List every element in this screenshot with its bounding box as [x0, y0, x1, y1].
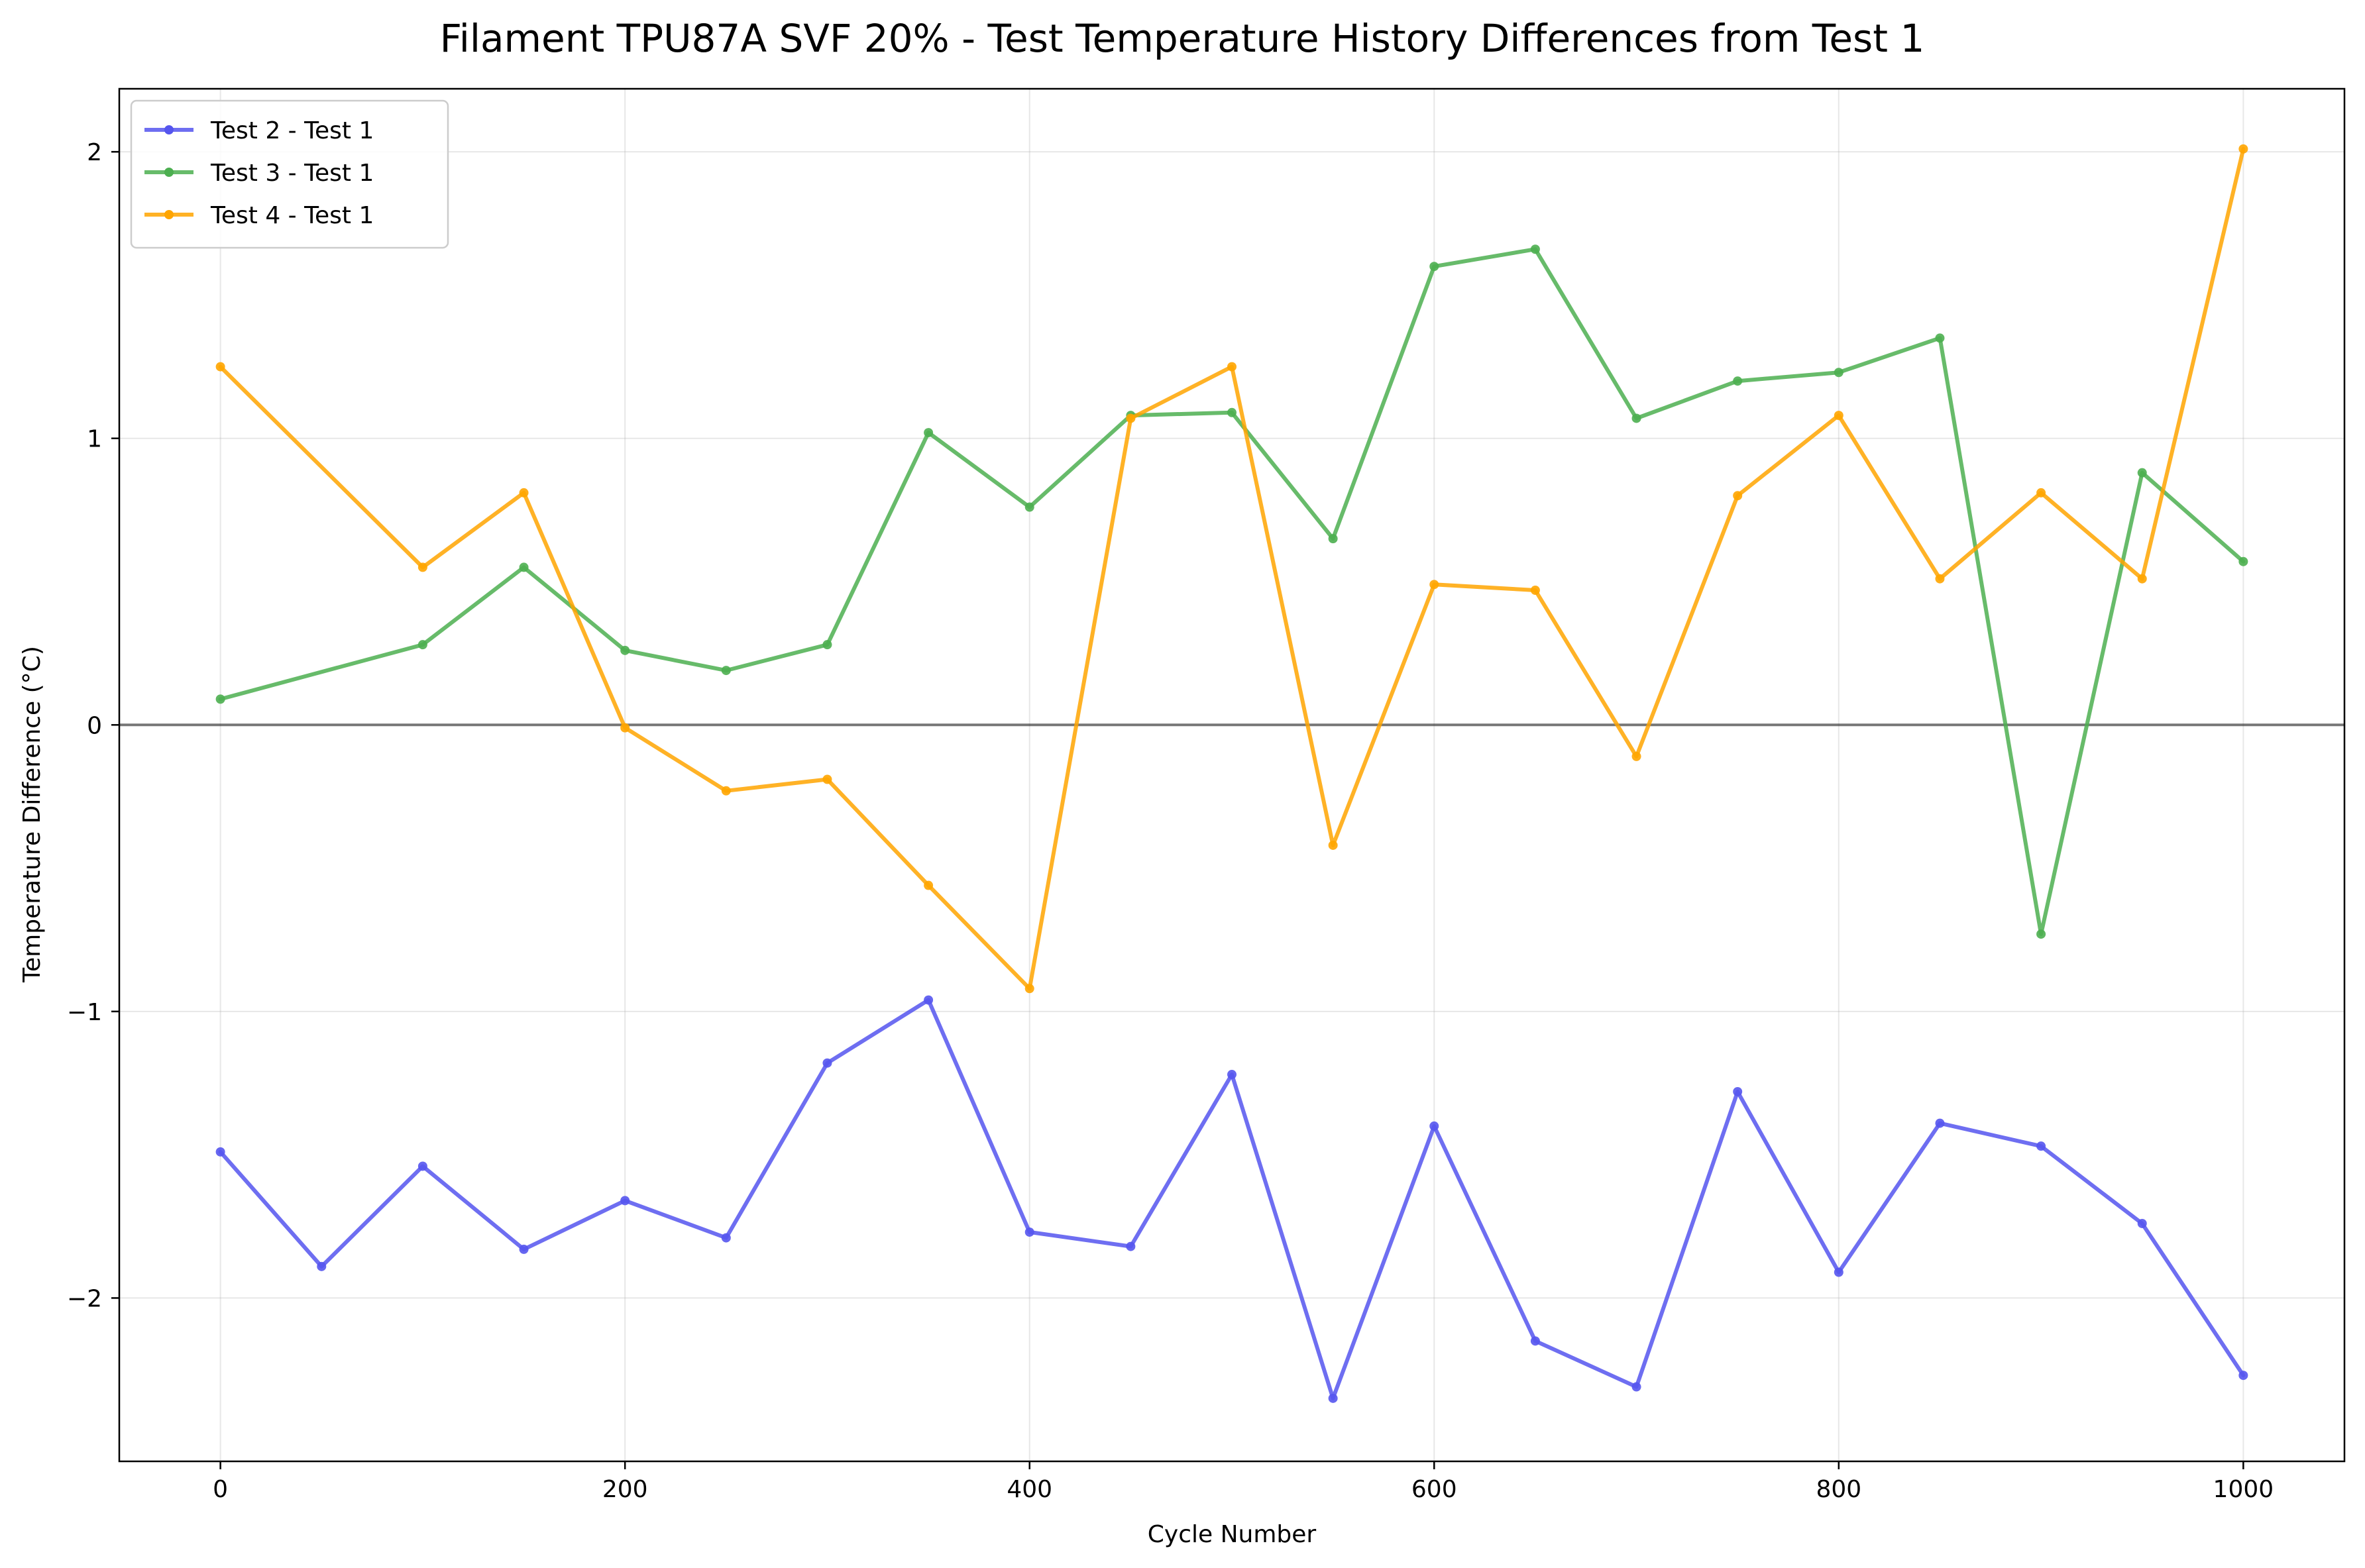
data-point — [1530, 1336, 1540, 1346]
data-point — [2137, 1218, 2147, 1228]
data-point — [317, 1261, 327, 1271]
legend: Test 2 - Test 1 Test 3 - Test 1 Test 4 - T… — [130, 99, 449, 249]
data-point — [1227, 1070, 1237, 1080]
data-point — [519, 1244, 529, 1254]
data-point — [215, 1147, 225, 1157]
series-line — [218, 247, 2246, 937]
data-point — [721, 1233, 731, 1243]
data-point — [2036, 488, 2046, 497]
data-point — [1733, 376, 1743, 386]
data-point — [1024, 984, 1034, 994]
data-point — [1328, 840, 1338, 850]
data-point — [1126, 1241, 1136, 1251]
legend-label: Test 3 - Test 1 — [210, 160, 374, 187]
x-tick-label: 400 — [1007, 1476, 1052, 1503]
data-point — [1328, 534, 1338, 544]
data-point — [1530, 244, 1540, 254]
data-point — [822, 640, 832, 650]
data-point — [1126, 413, 1136, 423]
data-point — [417, 562, 427, 572]
legend-entry: Test 4 - Test 1 — [144, 202, 374, 229]
data-point — [1935, 1118, 1945, 1128]
x-tick-label: 600 — [1411, 1476, 1457, 1503]
plot-frame — [118, 87, 2346, 1463]
x-axis-label: Cycle Number — [1148, 1521, 1317, 1548]
data-point — [620, 1196, 630, 1206]
data-point — [2036, 929, 2046, 939]
data-point — [1935, 333, 1945, 343]
legend-swatch-marker — [164, 125, 174, 134]
data-point — [1631, 1382, 1641, 1392]
data-point — [620, 723, 630, 733]
data-point — [1733, 491, 1743, 501]
y-tick-label: 2 — [87, 139, 102, 166]
x-tick-label: 1000 — [2213, 1476, 2274, 1503]
data-point — [2238, 144, 2248, 154]
series-3 — [215, 144, 2248, 994]
legend-swatch-marker — [164, 210, 174, 219]
data-point — [1834, 1267, 1843, 1277]
y-tick-label: 0 — [87, 712, 102, 739]
data-point — [1631, 413, 1641, 423]
x-tick-label: 0 — [213, 1476, 228, 1503]
y-axis-ticks: 2 1 0 −1 −2 — [67, 139, 119, 1312]
data-point — [2137, 574, 2147, 584]
data-point — [924, 995, 934, 1005]
data-point — [1227, 362, 1237, 372]
y-tick-label: 1 — [87, 426, 102, 453]
x-tick-label: 200 — [602, 1476, 648, 1503]
data-point — [215, 362, 225, 372]
data-point — [721, 666, 731, 676]
data-point — [1834, 411, 1843, 421]
data-point — [1024, 1227, 1034, 1237]
data-point — [2137, 468, 2147, 478]
data-point — [417, 1161, 427, 1171]
data-point — [924, 428, 934, 438]
legend-swatch-marker — [164, 168, 174, 177]
data-point — [1429, 1121, 1439, 1131]
chart-title: Filament TPU87A SVF 20% - Test Temperatu… — [440, 16, 1925, 61]
data-point — [822, 1058, 832, 1068]
series-group — [215, 144, 2248, 1403]
data-point — [1429, 262, 1439, 272]
series-2 — [215, 244, 2248, 939]
y-axis-label: Temperature Difference (°C) — [19, 646, 46, 983]
data-point — [1935, 574, 1945, 584]
legend-entry: Test 3 - Test 1 — [144, 160, 374, 187]
data-point — [2238, 556, 2248, 566]
data-point — [2036, 1141, 2046, 1151]
data-point — [1328, 1393, 1338, 1403]
y-tick-label: −2 — [67, 1285, 102, 1312]
legend-label: Test 2 - Test 1 — [210, 117, 374, 144]
data-point — [1631, 751, 1641, 761]
data-point — [1024, 502, 1034, 512]
data-point — [2238, 1371, 2248, 1381]
data-point — [1530, 585, 1540, 595]
x-tick-label: 800 — [1816, 1476, 1861, 1503]
data-point — [519, 488, 529, 497]
data-point — [1227, 407, 1237, 417]
series-1 — [215, 995, 2248, 1403]
legend-box — [130, 99, 449, 249]
data-point — [417, 640, 427, 650]
legend-entry: Test 2 - Test 1 — [144, 117, 374, 144]
data-point — [1429, 580, 1439, 590]
data-point — [519, 562, 529, 572]
series-line — [218, 146, 2246, 991]
y-tick-label: −1 — [67, 999, 102, 1026]
x-axis-ticks: 0 200 400 600 800 1000 — [213, 1461, 2274, 1503]
data-point — [1733, 1086, 1743, 1096]
legend-label: Test 4 - Test 1 — [210, 202, 374, 229]
data-point — [822, 774, 832, 784]
data-point — [924, 880, 934, 890]
data-point — [721, 786, 731, 796]
data-point — [215, 694, 225, 704]
data-point — [1834, 368, 1843, 378]
data-point — [620, 645, 630, 655]
